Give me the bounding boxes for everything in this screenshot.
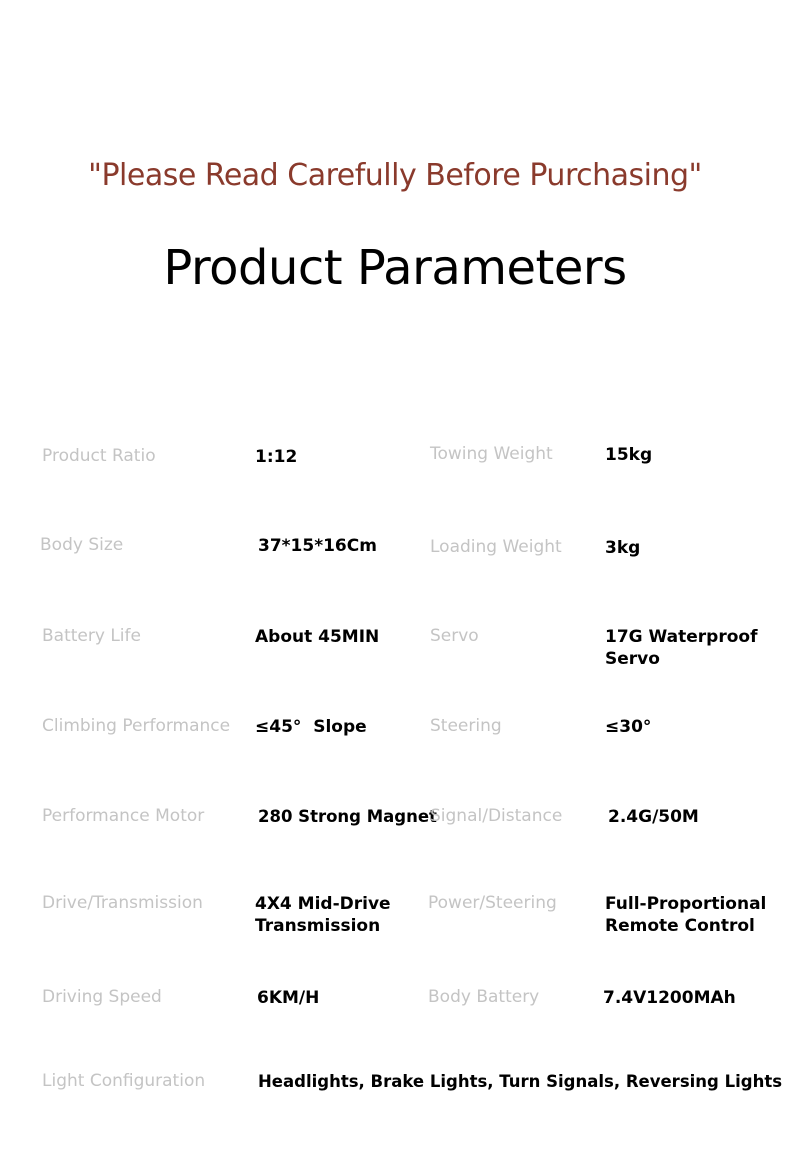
param-value: ≤30° bbox=[605, 717, 652, 737]
param-label: Product Ratio bbox=[42, 446, 156, 466]
param-value: 280 Strong Magnet bbox=[258, 807, 437, 826]
param-label: Battery Life bbox=[42, 626, 141, 646]
param-row: Battery Life About 45MIN Servo 17G Water… bbox=[0, 626, 790, 686]
param-label: Body Size bbox=[40, 535, 124, 555]
param-value: 37*15*16Cm bbox=[258, 536, 377, 556]
param-label: Power/Steering bbox=[428, 893, 557, 913]
param-value: 17G Waterproof Servo bbox=[605, 627, 758, 669]
param-value: 7.4V1200MAh bbox=[603, 988, 736, 1008]
param-row: Climbing Performance ≤45° Slope Steering… bbox=[0, 716, 790, 776]
param-value: 15kg bbox=[605, 445, 653, 465]
param-value: About 45MIN bbox=[255, 627, 380, 647]
param-row: Performance Motor 280 Strong Magnet Sign… bbox=[0, 806, 790, 866]
param-value: 2.4G/50M bbox=[608, 807, 699, 827]
purchase-notice: "Please Read Carefully Before Purchasing… bbox=[88, 158, 702, 193]
param-row: Product Ratio 1:12 Towing Weight 15kg bbox=[0, 444, 790, 506]
param-label: Towing Weight bbox=[430, 444, 553, 464]
param-row: Drive/Transmission 4X4 Mid-Drive Transmi… bbox=[0, 893, 790, 953]
param-value: 1:12 bbox=[255, 447, 298, 467]
param-value: 3kg bbox=[605, 538, 641, 558]
param-label: Climbing Performance bbox=[42, 716, 231, 736]
param-row: Driving Speed 6KM/H Body Battery 7.4V120… bbox=[0, 987, 790, 1047]
param-label: Driving Speed bbox=[42, 987, 162, 1007]
param-row: Body Size 37*15*16Cm Loading Weight 3kg bbox=[0, 535, 790, 595]
param-value: 4X4 Mid-Drive Transmission bbox=[255, 894, 391, 936]
param-label: Body Battery bbox=[428, 987, 540, 1007]
param-value: ≤45° Slope bbox=[255, 717, 367, 737]
param-value: Headlights, Brake Lights, Turn Signals, … bbox=[258, 1072, 783, 1091]
param-label: Light Configuration bbox=[42, 1071, 206, 1091]
param-value: 6KM/H bbox=[257, 988, 320, 1008]
param-label: Drive/Transmission bbox=[42, 893, 203, 913]
param-row: Light Configuration Headlights, Brake Li… bbox=[0, 1071, 790, 1131]
param-value: Full-Proportional Remote Control bbox=[605, 894, 767, 936]
param-label: Steering bbox=[430, 716, 502, 736]
param-label: Performance Motor bbox=[42, 806, 205, 826]
param-label: Loading Weight bbox=[430, 537, 562, 557]
page-title: Product Parameters bbox=[163, 240, 627, 296]
param-label: Signal/Distance bbox=[430, 806, 563, 826]
param-label: Servo bbox=[430, 626, 479, 646]
